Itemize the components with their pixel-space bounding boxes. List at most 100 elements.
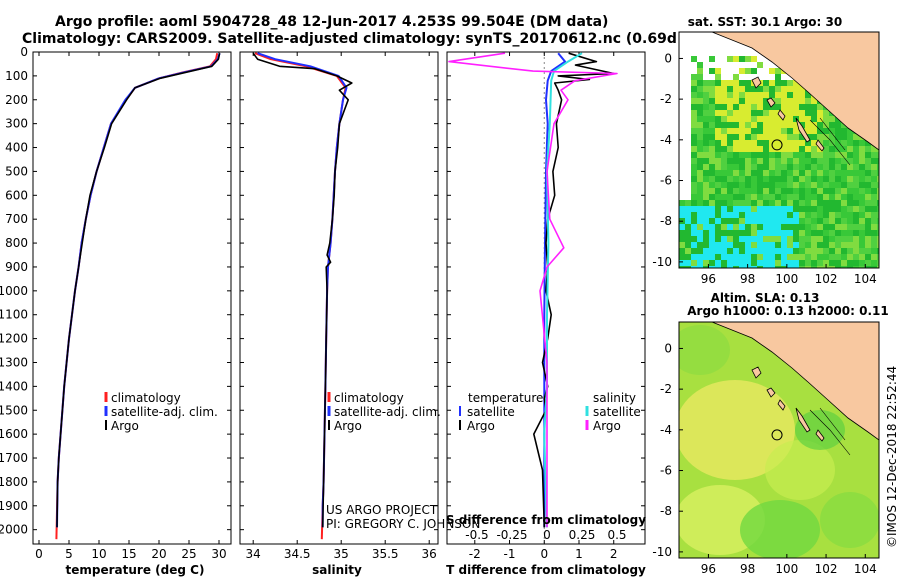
sst-cell [835,152,841,158]
sst-cell [739,254,745,260]
sst-cell [799,260,805,266]
sst-cell [769,164,775,170]
sst-cell [847,254,853,260]
sst-cell [763,80,769,86]
sst-cell [751,56,757,62]
sst-cell [781,260,787,266]
sst-cell [709,92,715,98]
sst-cell [865,206,871,212]
sst-cell [715,230,721,236]
sst-cell [871,248,877,254]
sst-cell [853,146,859,152]
sst-cell [847,230,853,236]
sst-cell [727,104,733,110]
sst-cell [775,218,781,224]
sst-cell [697,128,703,134]
sst-cell [805,260,811,266]
sst-cell [841,134,847,140]
sst-cell [805,164,811,170]
sst-cell [859,146,865,152]
sst-cell [739,224,745,230]
sst-cell [703,86,709,92]
sst-cell [865,266,871,268]
sst-cell [793,182,799,188]
sst-cell [859,254,865,260]
sst-cell [715,98,721,104]
sst-cell [697,116,703,122]
sst-cell [823,200,829,206]
sst-cell [859,248,865,254]
sst-cell [679,260,685,266]
sst-cell [877,164,879,170]
y-tick-label: 100 [5,69,28,83]
sst-cell [811,176,817,182]
map-y-tick-label: 0 [664,51,672,65]
sst-cell [721,170,727,176]
sst-cell [853,212,859,218]
sst-cell [709,242,715,248]
sst-cell [703,140,709,146]
sst-cell [733,212,739,218]
sst-cell [751,218,757,224]
sst-cell [781,206,787,212]
sst-cell [781,182,787,188]
sst-cell [763,254,769,260]
sst-cell [739,170,745,176]
sst-cell [847,182,853,188]
sst-cell [679,206,685,212]
sst-cell [877,218,879,224]
sst-cell [793,152,799,158]
sst-cell [697,110,703,116]
map-x-tick-label: 104 [854,562,877,576]
sst-cell [793,98,799,104]
sst-cell [757,182,763,188]
sst-cell [709,104,715,110]
sst-cell [733,128,739,134]
sst-cell [691,260,697,266]
sst-cell [853,140,859,146]
sst-cell [805,194,811,200]
sst-cell [733,266,739,268]
sst-cell [847,224,853,230]
sst-cell [835,242,841,248]
sst-cell [775,194,781,200]
sst-cell [871,224,877,230]
sst-cell [733,110,739,116]
sst-cell [841,224,847,230]
sst-cell [745,212,751,218]
map-y-tick-label: -6 [660,174,672,188]
sst-cell [769,200,775,206]
sst-cell [841,188,847,194]
sst-cell [739,194,745,200]
sst-cell [745,56,751,62]
sst-cell [799,266,805,268]
sst-cell [811,134,817,140]
sst-cell [835,212,841,218]
sst-cell [829,176,835,182]
sst-cell [691,218,697,224]
sst-cell [775,206,781,212]
sst-cell [787,230,793,236]
y-tick-label: 2000 [0,523,28,537]
sst-cell [745,236,751,242]
sst-cell [769,86,775,92]
map-x-tick-label: 98 [740,272,755,286]
sst-cell [703,170,709,176]
sst-cell [829,260,835,266]
sst-cell [847,146,853,152]
sst-cell [691,122,697,128]
series-line-argo [252,52,353,528]
sst-cell [697,152,703,158]
sst-cell [745,200,751,206]
sst-cell [781,80,787,86]
sst-cell [745,242,751,248]
sst-cell [715,134,721,140]
sst-cell [739,122,745,128]
sst-cell [781,224,787,230]
sst-cell [793,242,799,248]
sst-cell [751,98,757,104]
sst-cell [811,104,817,110]
sst-cell [691,98,697,104]
sst-cell [739,158,745,164]
sst-cell [745,224,751,230]
